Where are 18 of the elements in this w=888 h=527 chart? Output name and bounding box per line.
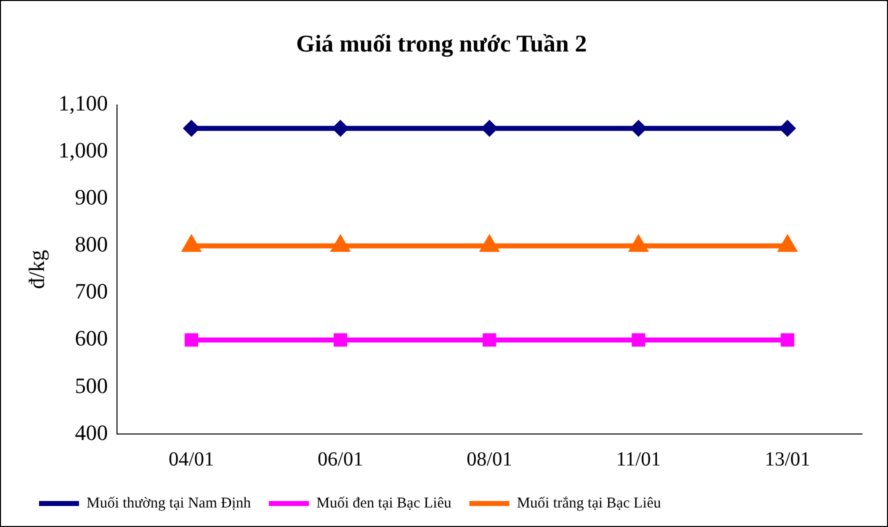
y-tick-label: 800 — [74, 232, 108, 257]
x-tick-label: 11/01 — [616, 448, 661, 470]
y-tick-label: 1,100 — [58, 90, 108, 116]
legend-label: Muối trắng tại Bạc Liêu — [516, 495, 662, 512]
x-tick-label: 04/01 — [168, 448, 214, 470]
chart-title: Giá muối trong nước Tuần 2 — [296, 32, 587, 58]
y-tick-label: 500 — [74, 372, 108, 398]
y-tick-label: 700 — [74, 278, 108, 304]
legend-label: Muối thường tại Nam Định — [86, 495, 252, 512]
y-axis-title: đ/kg — [24, 250, 49, 289]
x-tick-label: 13/01 — [764, 448, 810, 470]
y-tick-label: 1,000 — [58, 138, 108, 163]
y-tick-label: 400 — [74, 420, 108, 445]
y-tick-label: 900 — [74, 184, 108, 210]
y-tick-label: 600 — [74, 326, 108, 351]
legend-label: Muối đen tại Bạc Liêu — [316, 495, 452, 512]
x-tick-label: 08/01 — [466, 448, 512, 470]
x-tick-label: 06/01 — [318, 448, 364, 470]
